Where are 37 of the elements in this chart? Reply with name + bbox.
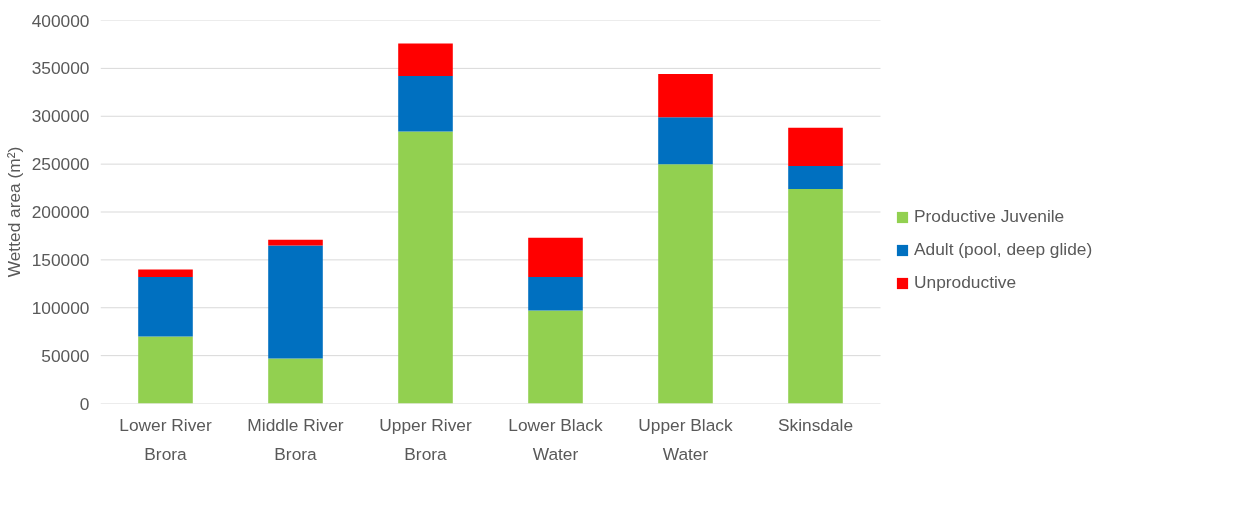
- bar: [398, 131, 453, 404]
- y-axis-title: Wetted area (m²): [3, 146, 24, 278]
- y-tick-label: 400000: [31, 10, 90, 31]
- bar: [658, 164, 713, 404]
- y-tick-label: 150000: [31, 249, 90, 270]
- legend-label: Unproductive: [914, 272, 1017, 293]
- legend-label: Productive Juvenile: [914, 206, 1065, 227]
- category-label: Middle River Brora: [247, 414, 344, 464]
- bar: [788, 166, 843, 190]
- bar: [268, 245, 323, 359]
- y-tick-label: 0: [79, 393, 90, 414]
- bar: [138, 336, 193, 404]
- x-tick-label: Skinsdale: [777, 414, 854, 435]
- y-tick-label: 350000: [31, 58, 90, 79]
- bar: [528, 237, 583, 278]
- category-label: Lower River Brora: [119, 414, 212, 464]
- y-tick-label: 200000: [31, 202, 90, 222]
- bar: [398, 43, 453, 77]
- y-tick-label: 250000: [31, 154, 90, 175]
- bar: [788, 189, 843, 404]
- legend-label: Adult (pool, deep glide): [914, 239, 1093, 260]
- category-label: Lower Black Water: [508, 414, 603, 464]
- bar: [398, 76, 453, 132]
- bar: [788, 127, 843, 167]
- y-tick-label: 300000: [31, 106, 90, 127]
- bar: [268, 358, 323, 404]
- y-tick-label: 100000: [31, 297, 90, 318]
- bar: [528, 277, 583, 311]
- bar: [658, 117, 713, 165]
- bar: [528, 310, 583, 404]
- bar: [658, 74, 713, 118]
- bar: [268, 239, 323, 246]
- bar: [138, 269, 193, 278]
- y-tick-label: 50000: [41, 345, 90, 366]
- category-label: Upper River Brora: [379, 414, 472, 464]
- bar: [138, 277, 193, 337]
- category-label: Upper Black Water: [638, 414, 733, 464]
